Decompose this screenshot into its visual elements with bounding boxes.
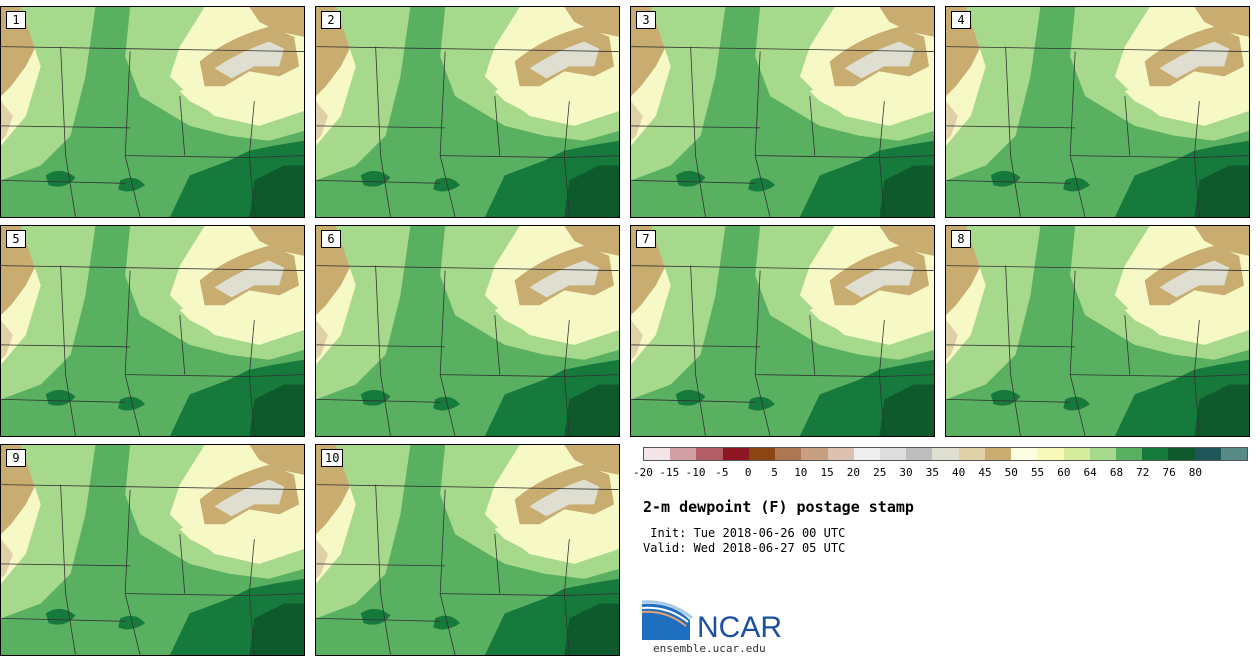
- dewpoint-map: [946, 7, 1249, 217]
- colorbar-segment: [1063, 448, 1090, 460]
- colorbar-tick-label: 64: [1083, 466, 1097, 479]
- colorbar-tick-label: 25: [873, 466, 887, 479]
- colorbar-segment: [1037, 448, 1064, 460]
- colorbar-segment: [1142, 448, 1169, 460]
- colorbar-segment: [696, 448, 723, 460]
- colorbar-tick-label: 60: [1057, 466, 1071, 479]
- colorbar-segment: [644, 448, 671, 460]
- colorbar-tick-label: 68: [1109, 466, 1124, 479]
- colorbar-tick-label: 0: [744, 466, 752, 479]
- colorbar-tick-label: 45: [978, 466, 992, 479]
- logo-text: NCAR: [697, 611, 783, 644]
- colorbar-tick-label: 5: [771, 466, 778, 479]
- dewpoint-map: [316, 7, 619, 217]
- colorbar-ticks: -20 -15 -10 -5 0 5 10 15 20 25 30 35 40 45 50 55 60 64 68 7…: [633, 466, 1253, 480]
- dewpoint-map: [631, 226, 934, 436]
- postage-stamp-7: 7: [630, 225, 935, 437]
- postage-stamp-2: 2: [315, 6, 620, 218]
- postage-stamp-6: 6: [315, 225, 620, 437]
- colorbar-tick-label: -5: [715, 466, 729, 479]
- member-label: 7: [636, 230, 656, 248]
- dewpoint-map: [316, 226, 619, 436]
- colorbar-tick-label: 10: [794, 466, 808, 479]
- colorbar-tick-label: -10: [685, 466, 706, 479]
- colorbar-tick-label: -15: [659, 466, 680, 479]
- colorbar-tick-label: 80: [1188, 466, 1203, 479]
- colorbar-segment: [748, 448, 776, 460]
- dewpoint-map: [1, 7, 304, 217]
- colorbar-segment: [722, 448, 749, 460]
- member-label: 5: [6, 230, 26, 248]
- postage-stamp-10: 10: [315, 444, 620, 656]
- colorbar-segment: [670, 448, 697, 460]
- colorbar-segment: [984, 448, 1012, 460]
- postage-stamp-8: 8: [945, 225, 1250, 437]
- postage-stamp-3: 3: [630, 6, 935, 218]
- valid-time: Valid: Wed 2018-06-27 05 UTC: [643, 541, 846, 555]
- member-label: 1: [6, 11, 26, 29]
- colorbar-segment: [958, 448, 985, 460]
- colorbar-tick-label: 35: [925, 466, 939, 479]
- run-info: Init: Tue 2018-06-26 00 UTC Valid: Wed 2…: [643, 526, 845, 556]
- member-label: 8: [951, 230, 971, 248]
- colorbar-tick-label: 76: [1162, 466, 1176, 479]
- colorbar-tick-label: 55: [1030, 466, 1045, 479]
- member-label: 9: [6, 449, 26, 467]
- colorbar-tick-label: -20: [633, 466, 653, 479]
- colorbar-segment: [932, 448, 959, 460]
- postage-stamp-4: 4: [945, 6, 1250, 218]
- dewpoint-map: [631, 7, 934, 217]
- colorbar-segment: [775, 448, 802, 460]
- member-label: 4: [951, 11, 971, 29]
- colorbar-segment: [853, 448, 880, 460]
- dewpoint-map: [1, 445, 304, 655]
- init-time: Init: Tue 2018-06-26 00 UTC: [643, 526, 846, 540]
- colorbar-segment: [1220, 448, 1248, 460]
- colorbar-segment: [1089, 448, 1116, 460]
- colorbar-tick-label: 40: [952, 466, 966, 479]
- colorbar-tick-label: 72: [1136, 466, 1150, 479]
- member-label: 10: [321, 449, 344, 467]
- colorbar-segment: [827, 448, 854, 460]
- member-label: 6: [321, 230, 341, 248]
- dewpoint-map: [316, 445, 619, 655]
- postage-stamp-5: 5: [0, 225, 305, 437]
- colorbar-tick-label: 30: [899, 466, 913, 479]
- colorbar-segment: [1011, 448, 1038, 460]
- dewpoint-map: [946, 226, 1249, 436]
- colorbar-segment: [1168, 448, 1195, 460]
- colorbar-tick-label: 15: [820, 466, 834, 479]
- dewpoint-map: [1, 226, 304, 436]
- ncar-logo-icon: [642, 600, 693, 640]
- postage-stamp-1: 1: [0, 6, 305, 218]
- colorbar-segment: [1115, 448, 1143, 460]
- colorbar-tick-label: 50: [1004, 466, 1018, 479]
- website-url[interactable]: ensemble.ucar.edu: [653, 642, 766, 655]
- colorbar-tick-label: 20: [846, 466, 861, 479]
- colorbar-segment: [906, 448, 933, 460]
- product-title: 2-m dewpoint (F) postage stamp: [643, 498, 914, 516]
- member-label: 2: [321, 11, 341, 29]
- colorbar-segment: [879, 448, 907, 460]
- colorbar-segment: [1194, 448, 1221, 460]
- member-label: 3: [636, 11, 656, 29]
- colorbar-segment: [801, 448, 828, 460]
- postage-stamp-9: 9: [0, 444, 305, 656]
- colorbar: [643, 447, 1248, 461]
